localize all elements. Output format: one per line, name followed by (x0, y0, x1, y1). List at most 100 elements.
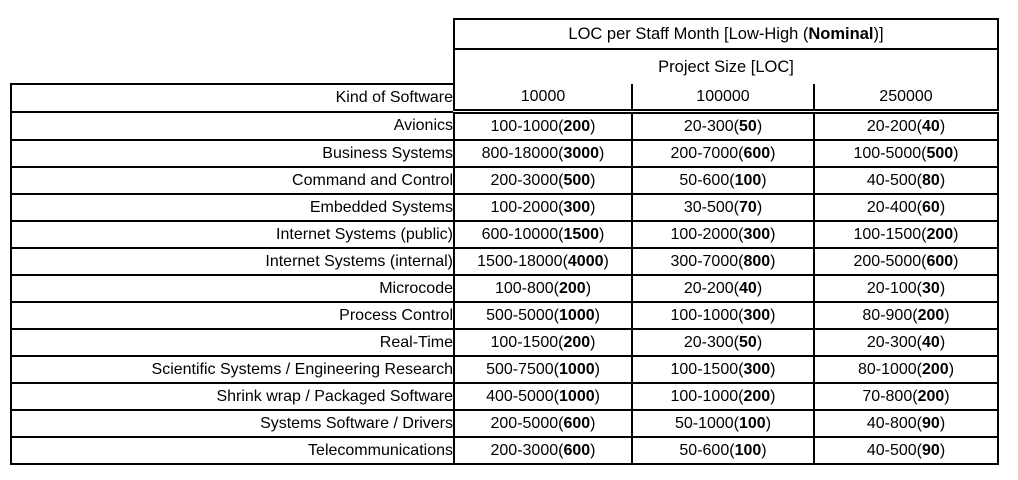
low-high-range: 40-800( (866, 414, 923, 432)
close-paren: ) (770, 144, 776, 162)
value-cell: 50-600(100) (631, 437, 814, 465)
low-high-range: 200-5000( (490, 414, 564, 432)
table-row: Telecommunications 200-3000(600) 50-600(10… (10, 437, 999, 465)
column-header-size-100000: 100000 (631, 84, 814, 114)
nominal-value: 200 (563, 117, 591, 135)
low-high-range: 20-200( (866, 117, 923, 135)
nominal-value: 4000 (567, 252, 604, 270)
value-cell: 50-600(100) (631, 167, 814, 195)
nominal-value: 100 (739, 414, 766, 432)
subtitle-row: Project Size [LOC] (11, 49, 999, 84)
row-label: Systems Software / Drivers (10, 410, 454, 438)
value-cell: 40-500(90) (813, 437, 999, 465)
close-paren: ) (770, 360, 776, 378)
nominal-value: 100 (734, 441, 762, 459)
value-cell: 100-800(200) (453, 275, 632, 303)
nominal-value: 40 (739, 279, 757, 297)
value-cell: 20-200(40) (631, 275, 814, 303)
row-label: Telecommunications (10, 437, 454, 465)
close-paren: ) (599, 144, 605, 162)
close-paren: ) (756, 333, 763, 351)
table-row: Microcode 100-800(200) 20-200(40) 20-100(30… (10, 275, 999, 303)
close-paren: ) (939, 441, 946, 459)
low-high-range: 70-800( (862, 387, 918, 405)
table-body: Avionics 100-1000(200) 20-300(50) 20-200(40… (10, 111, 999, 465)
close-paren: ) (939, 171, 946, 189)
low-high-range: 100-2000( (670, 225, 744, 243)
close-paren: ) (756, 117, 763, 135)
blank-spacer (11, 19, 454, 49)
column-header-row: Kind of Software 10000 100000 250000 (10, 83, 999, 114)
value-cell: 200-3000(500) (453, 167, 632, 195)
low-high-range: 200-5000( (853, 252, 927, 270)
close-paren: ) (939, 198, 946, 216)
nominal-value: 800 (743, 252, 771, 270)
nominal-value: 1000 (559, 360, 595, 378)
row-label: Internet Systems (internal) (10, 248, 454, 276)
low-high-range: 200-3000( (490, 171, 564, 189)
title-row: LOC per Staff Month [Low-High (Nominal)] (11, 18, 999, 50)
value-cell: 80-900(200) (813, 302, 999, 330)
row-label: Microcode (10, 275, 454, 303)
close-paren: ) (756, 279, 763, 297)
value-cell: 50-1000(100) (631, 410, 814, 438)
nominal-value: 600 (743, 144, 771, 162)
low-high-range: 50-600( (679, 441, 735, 459)
low-high-range: 30-500( (683, 198, 740, 216)
close-paren: ) (603, 252, 609, 270)
nominal-value: 500 (563, 171, 591, 189)
table-row: Avionics 100-1000(200) 20-300(50) 20-200(40… (10, 111, 999, 141)
row-label: Business Systems (10, 140, 454, 168)
nominal-value: 300 (743, 306, 771, 324)
nominal-value: 500 (926, 144, 954, 162)
nominal-value: 200 (559, 279, 586, 297)
close-paren: ) (770, 225, 776, 243)
low-high-range: 100-1000( (670, 306, 744, 324)
low-high-range: 20-300( (683, 333, 740, 351)
table-row: Systems Software / Drivers 200-5000(600) 5… (10, 410, 999, 438)
nominal-value: 600 (563, 441, 591, 459)
close-paren: ) (953, 252, 959, 270)
table-title: LOC per Staff Month [Low-High (Nominal)] (453, 18, 999, 50)
subtitle-project-size: Project Size [LOC] (453, 49, 999, 84)
column-header-size-10000: 10000 (453, 84, 632, 114)
low-high-range: 100-1500( (853, 225, 927, 243)
close-paren: ) (761, 171, 767, 189)
table-row: Internet Systems (public) 600-10000(1500)… (10, 221, 999, 249)
table-row: Internet Systems (internal) 1500-18000(40… (10, 248, 999, 276)
value-cell: 600-10000(1500) (453, 221, 632, 249)
value-cell: 200-5000(600) (453, 410, 632, 438)
close-paren: ) (585, 279, 592, 297)
value-cell: 30-500(70) (631, 194, 814, 222)
table-title-prefix: LOC per Staff Month [Low-High ( (568, 24, 809, 43)
close-paren: ) (765, 414, 772, 432)
low-high-range: 1500-18000( (477, 252, 568, 270)
close-paren: ) (953, 225, 959, 243)
value-cell: 300-7000(800) (631, 248, 814, 276)
low-high-range: 300-7000( (670, 252, 744, 270)
nominal-value: 200 (743, 387, 771, 405)
table-title-suffix: )] (873, 24, 884, 43)
close-paren: ) (594, 360, 600, 378)
low-high-range: 100-1000( (490, 117, 564, 135)
table-row: Scientific Systems / Engineering Researc… (10, 356, 999, 384)
close-paren: ) (590, 414, 596, 432)
low-high-range: 500-5000( (486, 306, 560, 324)
low-high-range: 500-7500( (486, 360, 560, 378)
value-cell: 100-1500(200) (453, 329, 632, 357)
row-label: Internet Systems (public) (10, 221, 454, 249)
nominal-value: 200 (917, 306, 945, 324)
close-paren: ) (590, 333, 596, 351)
nominal-value: 50 (739, 333, 757, 351)
close-paren: ) (590, 171, 596, 189)
table-row: Real-Time 100-1500(200) 20-300(50) 20-300(4… (10, 329, 999, 357)
value-cell: 100-1000(200) (631, 383, 814, 411)
row-label: Process Control (10, 302, 454, 330)
table-row: Embedded Systems 100-2000(300) 30-500(70) 2… (10, 194, 999, 222)
value-cell: 500-5000(1000) (453, 302, 632, 330)
close-paren: ) (590, 198, 596, 216)
close-paren: ) (590, 441, 596, 459)
low-high-range: 40-500( (866, 171, 923, 189)
nominal-value: 60 (922, 198, 940, 216)
close-paren: ) (953, 144, 959, 162)
